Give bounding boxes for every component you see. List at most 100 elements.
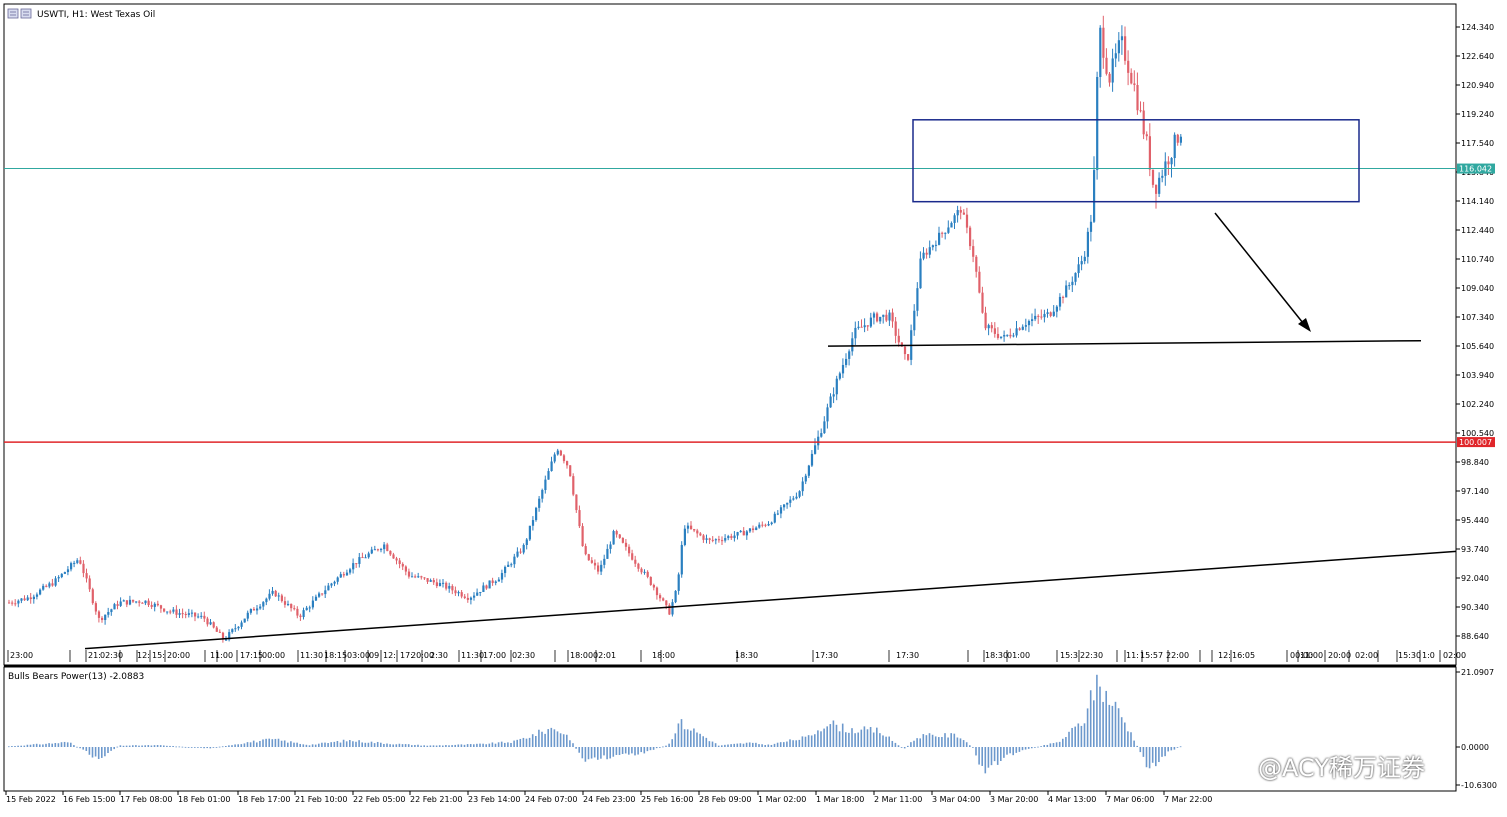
histogram-bar	[135, 745, 137, 747]
histogram-bar	[228, 745, 230, 747]
candle	[51, 578, 54, 587]
time-tick-label: 7 Mar 22:00	[1164, 795, 1212, 804]
resistance-zone-box[interactable]	[912, 119, 1360, 203]
candle	[972, 239, 975, 263]
histogram-bar	[714, 743, 717, 747]
histogram-bar	[646, 747, 649, 752]
histogram-bar	[786, 741, 788, 747]
ascending-trendline[interactable]	[84, 550, 1457, 650]
histogram-bar	[305, 744, 308, 747]
histogram-bar	[903, 747, 906, 749]
candle	[333, 580, 336, 587]
candle	[624, 538, 628, 551]
histogram-bar	[686, 729, 689, 747]
separator-label: 00:00	[262, 651, 285, 660]
main-price-panel[interactable]	[3, 3, 1457, 666]
candle	[876, 311, 879, 323]
candle	[39, 588, 42, 596]
symbol-menu-icon[interactable]	[7, 8, 32, 19]
histogram-bar	[1006, 747, 1008, 755]
candle	[290, 603, 293, 612]
candle	[432, 577, 435, 585]
candle	[479, 591, 482, 597]
candle	[699, 532, 702, 537]
histogram-bar	[411, 745, 413, 747]
candle	[178, 608, 181, 619]
histogram-bar	[119, 745, 122, 747]
candle	[643, 569, 646, 575]
histogram-bar	[48, 743, 50, 747]
candle	[386, 542, 389, 552]
histogram-bar	[807, 735, 810, 747]
candle	[42, 583, 45, 591]
candle	[308, 605, 311, 613]
candle	[355, 563, 358, 568]
histogram-bar	[792, 740, 794, 747]
histogram-bar	[1120, 717, 1123, 747]
histogram-bar	[128, 745, 131, 747]
histogram-bar	[776, 742, 779, 747]
candle	[807, 464, 810, 479]
histogram-bar	[690, 730, 692, 747]
candle	[125, 600, 128, 608]
histogram-bar	[1136, 745, 1138, 747]
indicator-panel[interactable]	[3, 666, 1457, 792]
horizontal-support-line[interactable]	[827, 339, 1422, 347]
candle	[845, 353, 848, 368]
separator-label: 17:30	[896, 651, 919, 660]
candle	[293, 605, 296, 611]
histogram-bar	[975, 747, 977, 756]
candle	[209, 619, 212, 626]
histogram-bar	[293, 742, 295, 747]
histogram-bar	[696, 732, 698, 747]
time-tick-label: 28 Feb 09:00	[699, 795, 751, 804]
histogram-bar	[541, 731, 543, 747]
time-tick-label: 22 Feb 05:00	[353, 795, 405, 804]
histogram-bar	[659, 747, 661, 748]
candle	[1161, 169, 1164, 183]
time-tick-label: 3 Mar 04:00	[932, 795, 980, 804]
histogram-bar	[1031, 747, 1033, 749]
histogram-bar	[262, 739, 264, 747]
histogram-bar	[414, 744, 416, 747]
histogram-bar	[621, 747, 624, 754]
histogram-bar	[1099, 686, 1101, 747]
histogram-bar	[311, 744, 314, 747]
histogram-bar	[566, 734, 568, 747]
separator-label: 11:00	[210, 651, 233, 660]
separator-label: 01:00	[1007, 651, 1030, 660]
candle	[1108, 72, 1111, 87]
down-right-arrow[interactable]	[1214, 212, 1311, 332]
time-tick-label: 23 Feb 14:00	[468, 795, 520, 804]
candle	[947, 220, 950, 234]
histogram-bar	[820, 731, 822, 747]
candle	[305, 605, 308, 611]
candle	[584, 543, 587, 556]
candle	[218, 629, 221, 633]
candle	[550, 456, 553, 472]
candle	[761, 521, 764, 528]
candle	[1009, 328, 1012, 339]
separator-label: 02:30	[512, 651, 535, 660]
histogram-bar	[978, 747, 980, 765]
candle	[708, 537, 711, 544]
candle	[556, 448, 559, 456]
candle	[727, 534, 730, 541]
candle	[801, 477, 804, 496]
histogram-bar	[1009, 747, 1011, 754]
histogram-bar	[29, 744, 32, 747]
histogram-bar	[600, 747, 602, 759]
candle	[1124, 26, 1127, 65]
price-tick-label: 109.040	[1461, 284, 1494, 293]
candle	[17, 599, 20, 608]
histogram-bar	[14, 746, 16, 747]
histogram-bar	[333, 741, 336, 747]
histogram-bar	[739, 743, 742, 747]
histogram-bar	[569, 740, 571, 747]
price-tick-label: 97.140	[1461, 487, 1489, 496]
candle	[978, 266, 981, 294]
histogram-bar	[101, 747, 103, 758]
histogram-bar	[290, 741, 292, 747]
